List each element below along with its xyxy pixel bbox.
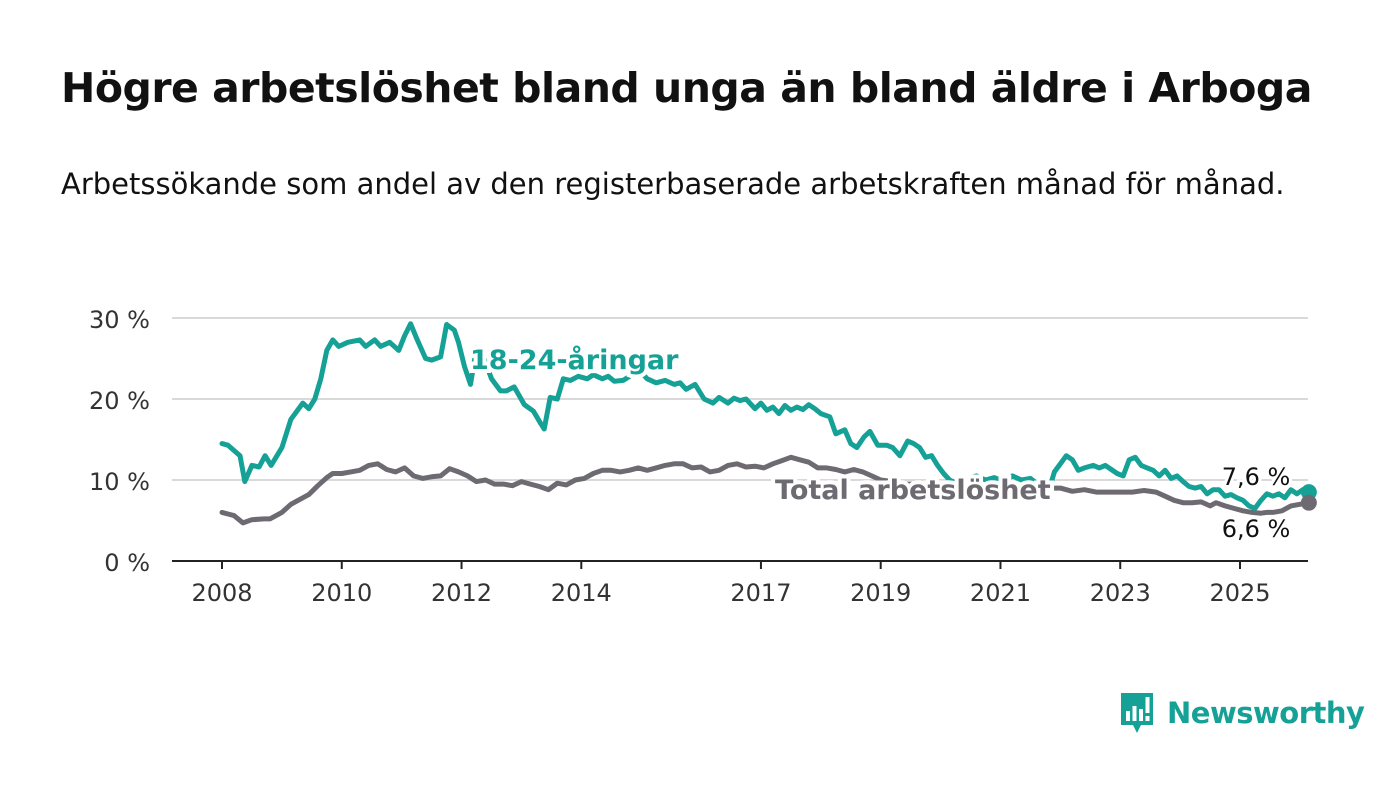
- end-label-youth: 6,6 %: [1222, 515, 1291, 543]
- x-tick-label: 2012: [431, 579, 492, 607]
- y-tick-label: 10 %: [89, 468, 150, 496]
- x-tick-label: 2021: [970, 579, 1031, 607]
- end-point-total: [1300, 494, 1317, 511]
- x-tick-label: 2014: [551, 579, 612, 607]
- x-tick-label: 2008: [191, 579, 252, 607]
- brand-name: Newsworthy: [1167, 696, 1365, 730]
- x-tick-label: 2010: [311, 579, 372, 607]
- series-label-youth: 18-24-åringar: [470, 344, 679, 376]
- series-line-total: [219, 454, 1312, 526]
- brand-logo: Newsworthy: [1119, 690, 1365, 736]
- series-line-youth: [219, 321, 1312, 511]
- x-tick-label: 2017: [730, 579, 791, 607]
- chart-subtitle: Arbetssökande som andel av den registerb…: [61, 167, 1285, 201]
- chart-title: Högre arbetslöshet bland unga än bland ä…: [61, 64, 1312, 112]
- x-tick-label: 2023: [1090, 579, 1151, 607]
- end-label-total: 7,6 %: [1222, 463, 1291, 491]
- x-tick-label: 2025: [1209, 579, 1270, 607]
- newsworthy-logo-icon: [1121, 693, 1153, 733]
- x-tick-label: 2019: [850, 579, 911, 607]
- y-tick-label: 0 %: [104, 549, 150, 577]
- series-label-total: Total arbetslöshet: [775, 475, 1051, 506]
- y-tick-label: 30 %: [89, 306, 150, 334]
- y-tick-label: 20 %: [89, 387, 150, 415]
